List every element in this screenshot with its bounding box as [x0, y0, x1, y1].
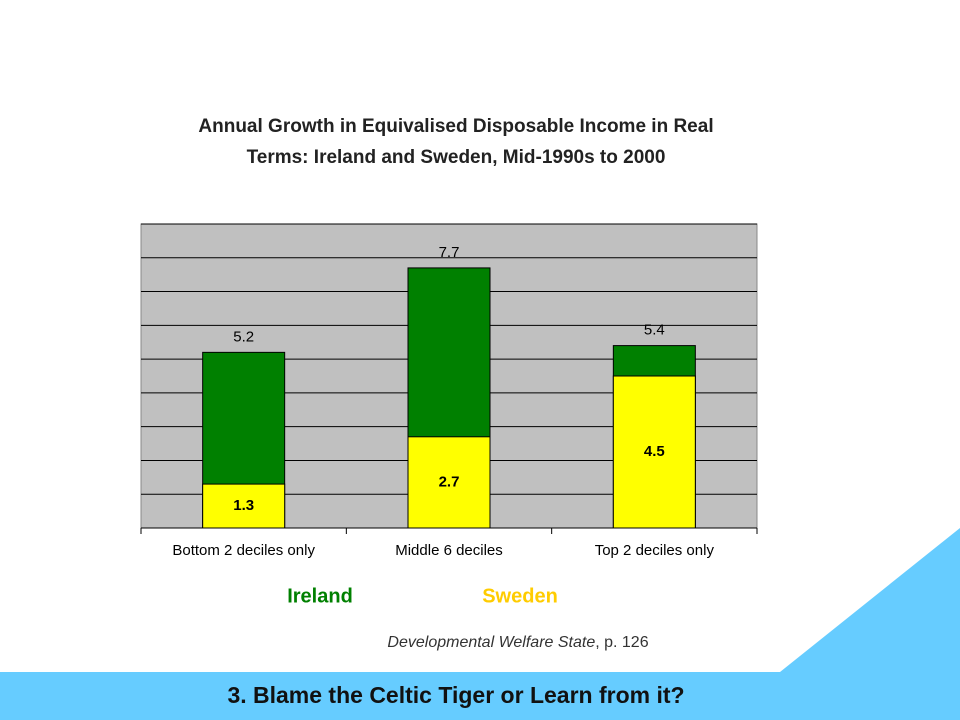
footer-band — [0, 672, 960, 720]
bar — [407, 436, 491, 529]
source: Developmental Welfare State, p. 126 — [387, 634, 648, 651]
chart-title: Annual Growth in Equivalised Disposable … — [198, 116, 713, 137]
corner-triangle — [780, 528, 960, 672]
value-label: 1.3 — [233, 497, 254, 514]
value-label: 5.2 — [233, 328, 254, 345]
value-label: 4.5 — [644, 443, 665, 460]
legend-entry: Ireland — [287, 585, 353, 607]
x-tick-label: Middle 6 deciles — [395, 542, 503, 559]
value-label: 7.7 — [439, 244, 460, 261]
chart-title: Terms: Ireland and Sweden, Mid-1990s to … — [247, 147, 666, 168]
slide-title: 3. Blame the Celtic Tiger or Learn from … — [227, 682, 684, 708]
source-title: Developmental Welfare State — [387, 634, 595, 651]
source-page: , p. 126 — [595, 634, 648, 651]
x-tick-label: Bottom 2 deciles only — [172, 542, 315, 559]
value-label: 5.4 — [644, 322, 665, 339]
value-label: 2.7 — [439, 473, 460, 490]
x-tick-label: Top 2 deciles only — [595, 542, 715, 559]
bar — [612, 375, 696, 529]
legend-entry: Sweden — [482, 585, 558, 607]
bar — [202, 483, 286, 529]
